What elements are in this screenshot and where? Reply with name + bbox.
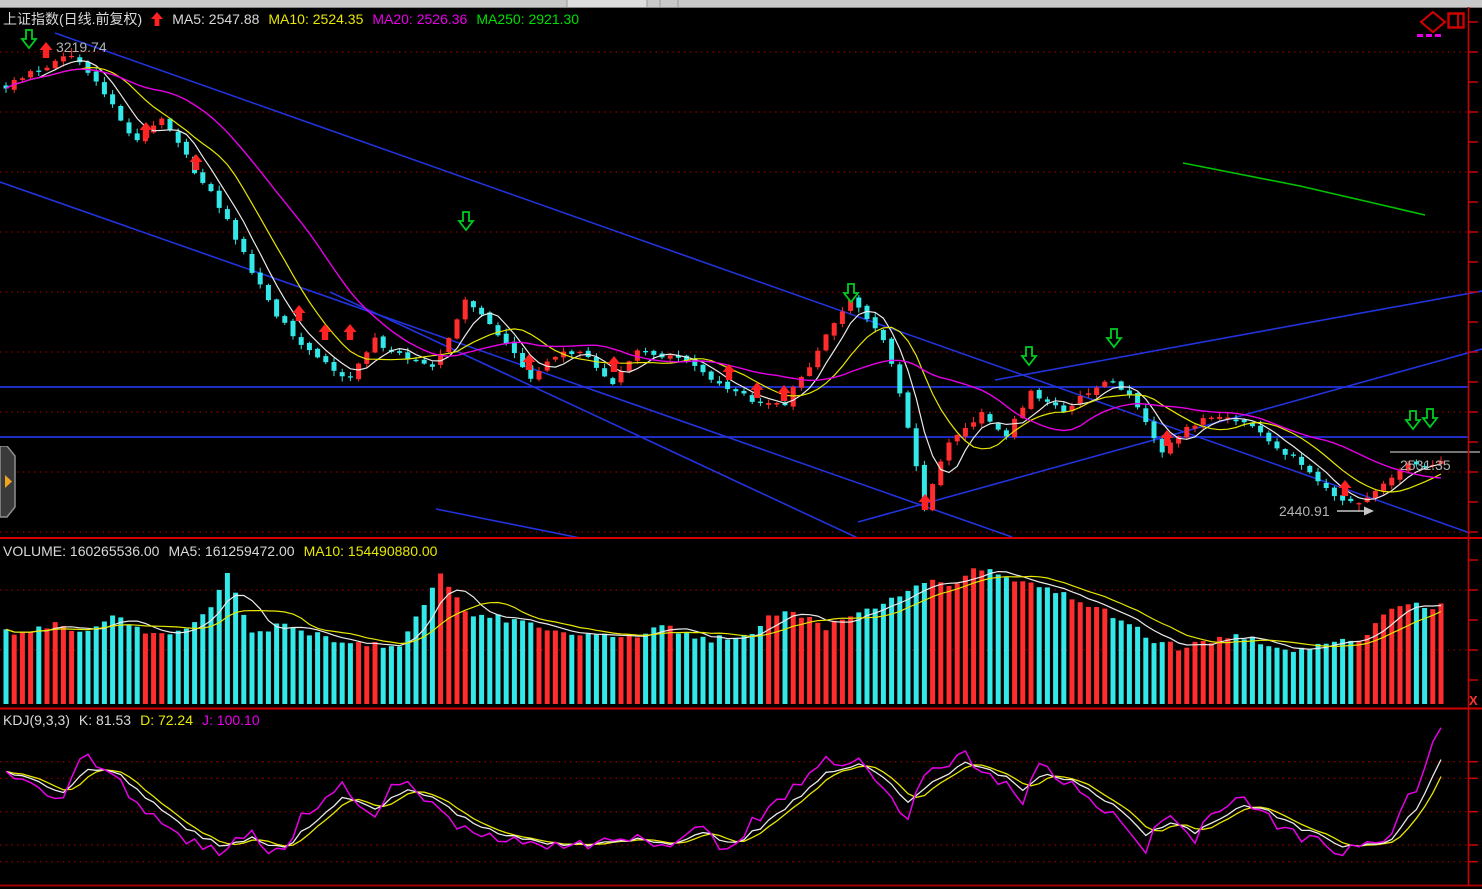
- main-chart-header: 上证指数(日线.前复权) MA5: 2547.88 MA10: 2524.35 …: [3, 9, 579, 29]
- last-price-label: 2531.35: [1400, 457, 1451, 473]
- volume-ma5-readout: MA5: 161259472.00: [168, 543, 295, 559]
- low-label-arrow: [1337, 506, 1374, 516]
- candlesticks: [3, 48, 1444, 512]
- volume-header: VOLUME: 160265536.00 MA5: 161259472.00 M…: [3, 543, 437, 559]
- expand-right-icon: [5, 475, 12, 488]
- kdj-d-readout: D: 72.24: [140, 712, 194, 728]
- trend-lines: [0, 32, 1482, 537]
- top-toolbar-edge: [0, 0, 1482, 8]
- volume-bars: [3, 568, 1444, 704]
- symbol-title: 上证指数(日线.前复权): [3, 11, 143, 27]
- diamond-tool-icon[interactable]: [1419, 10, 1447, 34]
- kdj-title: KDJ(9,3,3): [3, 712, 70, 728]
- volume-readout: VOLUME: 160265536.00: [3, 543, 160, 559]
- indicator-close-button[interactable]: X: [1469, 693, 1478, 708]
- buy-signal-arrows: [39, 42, 1352, 510]
- kdj-k-readout: K: 81.53: [78, 712, 132, 728]
- kdj-header: KDJ(9,3,3) K: 81.53 D: 72.24 J: 100.10: [3, 712, 260, 728]
- volume-ma10-readout: MA10: 154490880.00: [303, 543, 438, 559]
- up-arrow-icon: [151, 12, 164, 26]
- sell-signal-arrows: [20, 29, 1439, 431]
- ma20-readout: MA20: 2526.36: [372, 11, 468, 27]
- kdj-lines: [5, 727, 1442, 857]
- window-icon[interactable]: [1447, 12, 1465, 30]
- ma10-readout: MA10: 2524.35: [268, 11, 364, 27]
- ma250-readout: MA250: 2921.30: [476, 11, 580, 27]
- pane-borders: [0, 537, 1482, 887]
- magenta-dash-marker: [1417, 34, 1445, 38]
- low-price-label: 2440.91: [1279, 503, 1330, 519]
- ma5-readout: MA5: 2547.88: [172, 11, 260, 27]
- grid-lines: [0, 51, 1468, 863]
- peak-price-label: 3219.74: [56, 39, 107, 55]
- sidebar-expand-handle[interactable]: [0, 445, 18, 518]
- price-axis: [1467, 7, 1478, 886]
- kdj-j-readout: J: 100.10: [202, 712, 260, 728]
